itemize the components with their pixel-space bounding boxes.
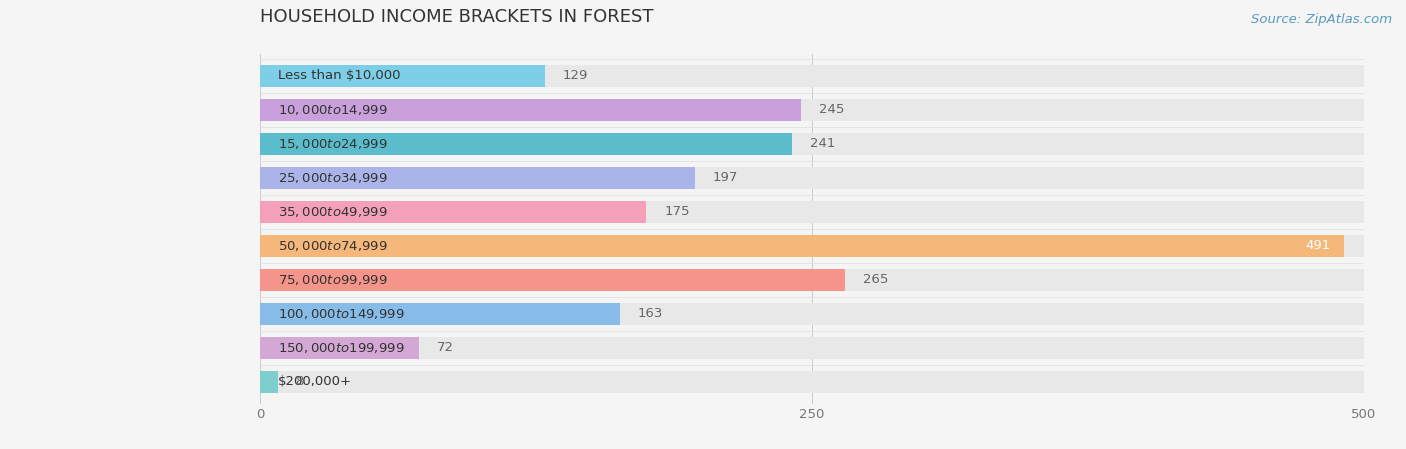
Text: 72: 72: [437, 342, 454, 355]
Bar: [260, 167, 695, 189]
Bar: [260, 304, 620, 325]
Bar: [260, 167, 1364, 189]
Text: 175: 175: [664, 206, 689, 219]
Text: $100,000 to $149,999: $100,000 to $149,999: [278, 307, 405, 321]
Bar: [260, 269, 1364, 291]
Text: 197: 197: [713, 172, 738, 185]
Bar: [260, 371, 1364, 392]
Text: $75,000 to $99,999: $75,000 to $99,999: [278, 273, 388, 287]
Text: 245: 245: [818, 103, 844, 116]
Text: $150,000 to $199,999: $150,000 to $199,999: [278, 341, 405, 355]
Bar: [260, 133, 1364, 154]
Bar: [260, 235, 1364, 256]
Bar: [260, 304, 1364, 325]
Bar: [260, 99, 801, 120]
Bar: [260, 99, 1364, 120]
Text: Source: ZipAtlas.com: Source: ZipAtlas.com: [1251, 13, 1392, 26]
Text: $200,000+: $200,000+: [278, 375, 352, 388]
Text: $35,000 to $49,999: $35,000 to $49,999: [278, 205, 388, 219]
Text: $15,000 to $24,999: $15,000 to $24,999: [278, 137, 388, 151]
Bar: [260, 202, 647, 223]
Text: $50,000 to $74,999: $50,000 to $74,999: [278, 239, 388, 253]
Bar: [260, 66, 546, 87]
Bar: [260, 66, 1364, 87]
Text: 241: 241: [810, 137, 835, 150]
Text: $25,000 to $34,999: $25,000 to $34,999: [278, 171, 388, 185]
Text: 265: 265: [863, 273, 889, 286]
Text: 163: 163: [637, 308, 664, 321]
Bar: [260, 269, 845, 291]
Text: $10,000 to $14,999: $10,000 to $14,999: [278, 103, 388, 117]
Bar: [260, 202, 1364, 223]
Bar: [260, 371, 278, 392]
Bar: [260, 338, 419, 359]
Bar: [260, 235, 1344, 256]
Bar: [260, 338, 1364, 359]
Text: 491: 491: [1305, 239, 1330, 252]
Text: 129: 129: [562, 70, 588, 83]
Bar: [260, 133, 792, 154]
Text: Less than $10,000: Less than $10,000: [278, 70, 401, 83]
Text: 8: 8: [295, 375, 304, 388]
Text: HOUSEHOLD INCOME BRACKETS IN FOREST: HOUSEHOLD INCOME BRACKETS IN FOREST: [260, 8, 654, 26]
